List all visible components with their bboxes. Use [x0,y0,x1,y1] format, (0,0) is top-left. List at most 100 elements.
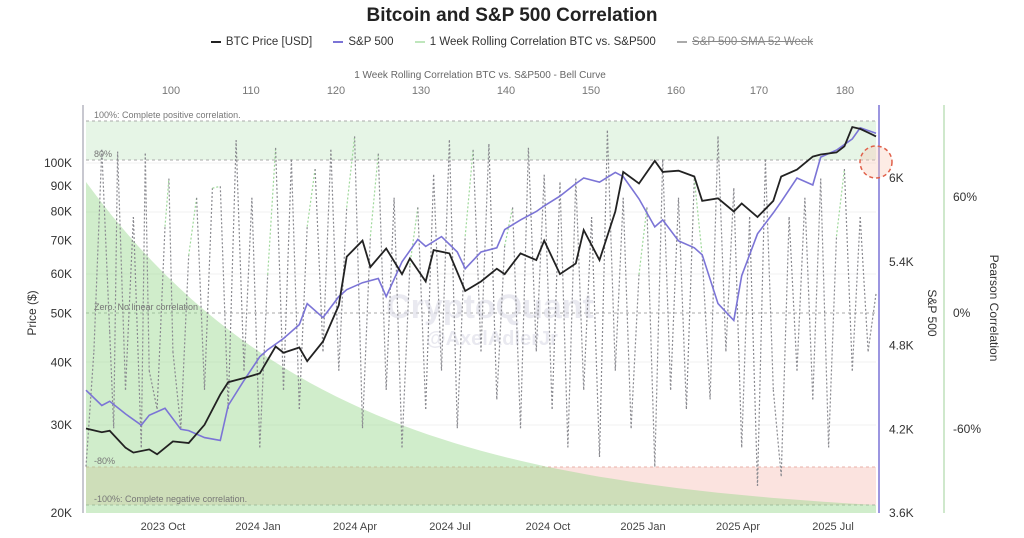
positive-band [86,121,876,160]
top-tick-label: 120 [327,85,345,97]
btc-line [85,125,877,456]
correlation-segment [219,186,229,410]
correlation-segment [488,143,498,400]
sp500-axis-label: S&P 500 [925,289,939,336]
correlation-segment [843,168,853,371]
top-axis-title: 1 Week Rolling Correlation BTC vs. S&P50… [354,70,606,81]
correlation-segment [409,207,419,266]
left-tick-label: 90K [51,179,72,193]
correlation-axis-ticks: 60% 0% -60% [953,190,981,436]
correlation-segment [867,293,877,352]
left-tick-label: 30K [51,418,72,432]
correlation-segment [543,174,553,410]
correlation-segment [828,236,838,448]
left-tick-label: 20K [51,506,72,520]
correlation-segment [314,168,324,352]
band-label: 100%: Complete positive correlation. [94,110,241,120]
legend-swatch-sma [677,40,688,43]
sp500-axis-ticks: 6K 5.4K 4.8K 4.2K 3.6K [889,171,914,520]
sp500-tick-label: 3.6K [889,506,914,520]
top-tick-label: 150 [582,85,600,97]
correlation-segment [282,159,292,390]
bell-curve [86,182,876,513]
legend-label-sma: S&P 500 SMA 52 Week [692,36,814,48]
top-tick-label: 180 [836,85,854,97]
negative-band [86,467,876,505]
correlation-segment [772,389,782,477]
top-tick-label: 100 [162,85,180,97]
correlation-segment [132,216,142,448]
legend-label-correlation: 1 Week Rolling Correlation BTC vs. S&P50… [429,36,656,48]
correlation-segment [788,216,798,371]
top-tick-label: 140 [497,85,515,97]
correlation-segment [330,149,340,371]
left-tick-label: 80K [51,205,72,219]
correlation-segment [512,207,522,429]
correlation-segment [812,178,822,400]
correlation-segment [267,147,277,275]
legend-item-sp500[interactable]: S&P 500 [333,36,394,48]
correlation-segment [322,149,332,352]
correlation-segment [496,245,506,400]
correlation-segment [859,216,869,352]
top-tick-label: 160 [667,85,685,97]
correlation-segment [535,174,545,352]
correlation-segment [756,159,766,486]
gridlines [86,162,876,426]
correlation-segment [519,147,529,429]
correlation-segment [614,197,624,371]
correlation-segment [140,153,146,448]
correlation-segment [401,264,411,448]
legend: BTC Price [USD] S&P 500 1 Week Rolling C… [0,36,1024,48]
correlation-segment [804,197,814,400]
sp500-tick-label: 6K [889,171,904,185]
legend-item-btc[interactable]: BTC Price [USD] [210,36,312,48]
correlation-segment [630,274,640,429]
correlation-segment [583,216,593,390]
correlation-segment [440,140,450,371]
plot-background [86,105,876,513]
correlation-segment [796,197,806,371]
correlation-segment [425,174,435,410]
top-tick-label: 130 [412,85,430,97]
legend-item-correlation[interactable]: 1 Week Rolling Correlation BTC vs. S&P50… [414,36,656,48]
top-axis-ticks: 100 110 120 130 140 150 160 170 180 [162,85,854,97]
correlation-segment [677,197,687,410]
left-tick-label: 40K [51,355,72,369]
x-tick-label: 2025 Jul [812,521,854,533]
left-axis-label: Price ($) [25,290,39,335]
top-tick-label: 170 [750,85,768,97]
correlation-segment [196,197,206,390]
x-tick-label: 2024 Jul [429,521,471,533]
left-tick-label: 60K [51,267,72,281]
correlation-segment [835,168,845,237]
correlation-segment [851,216,861,371]
correlation-segment [780,216,790,477]
btc-series [85,125,877,456]
legend-item-sma[interactable]: S&P 500 SMA 52 Week [677,36,813,48]
correlation-segment [109,332,115,429]
band-label: Zero. No linear correlation [94,302,198,312]
correlation-segment [559,182,569,448]
correlation-segment [354,136,364,429]
correlation-segment [85,351,95,467]
correlation-segment [820,178,830,448]
x-tick-label: 2023 Oct [141,521,186,533]
correlation-segment [148,370,158,410]
sp500-tick-label: 5.4K [889,255,914,269]
correlation-segment [654,159,664,467]
plot-area [86,105,876,513]
correlation-segment [575,178,585,390]
correlation-segment [164,178,170,227]
correlation-segment [670,197,680,390]
band-label: -80% [94,456,115,466]
correlation-segment [764,159,774,390]
legend-swatch-sp500 [333,40,344,43]
correlation-segment [168,178,174,352]
left-tick-label: 70K [51,234,72,248]
bell-curve-area [86,182,876,513]
x-tick-label: 2024 Apr [333,521,377,533]
correlation-segment [188,197,198,256]
axes [82,105,945,513]
correlation-segment [290,159,300,410]
